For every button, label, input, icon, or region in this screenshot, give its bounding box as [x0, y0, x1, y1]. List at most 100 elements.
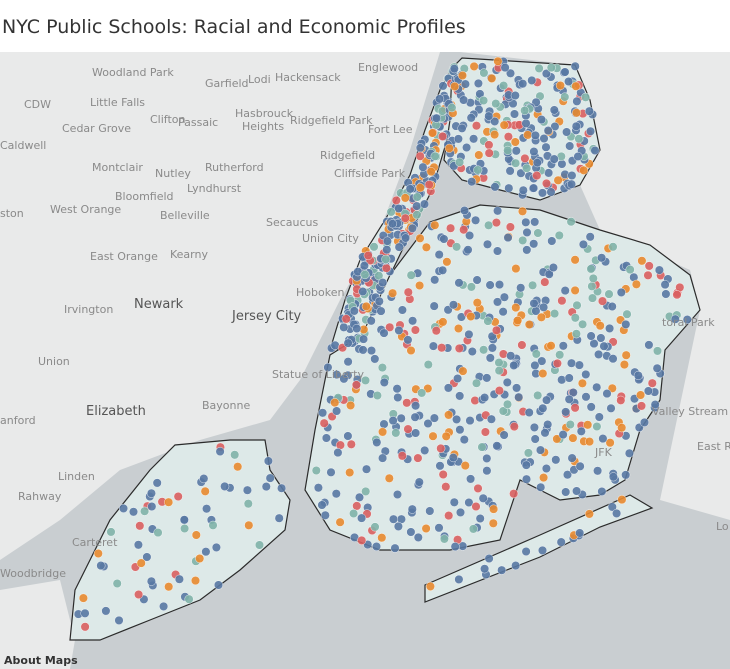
school-dot: [530, 130, 540, 140]
school-dot: [358, 287, 368, 297]
school-dots: [73, 56, 692, 632]
school-dot: [319, 418, 329, 428]
school-dot: [553, 175, 563, 185]
school-dot: [570, 61, 580, 71]
school-dot: [215, 447, 225, 457]
school-dot: [521, 460, 531, 470]
school-dot: [541, 142, 551, 152]
school-dot: [174, 574, 184, 584]
school-dot: [608, 242, 618, 252]
school-dot: [179, 515, 189, 525]
school-dot: [583, 420, 593, 430]
school-dot: [520, 153, 530, 163]
school-dot: [391, 195, 401, 205]
school-dot: [351, 380, 361, 390]
school-dot: [547, 236, 557, 246]
school-dot: [487, 73, 497, 83]
school-dot: [191, 530, 201, 540]
school-dot: [93, 549, 103, 559]
school-dot: [453, 134, 463, 144]
school-dot: [598, 296, 608, 306]
school-dot: [579, 165, 589, 175]
school-dot: [180, 524, 190, 534]
school-dot: [406, 527, 416, 537]
school-dot: [220, 481, 230, 491]
school-dot: [265, 473, 275, 483]
school-dot: [561, 487, 571, 497]
place-label: Rutherford: [205, 161, 264, 174]
school-dot: [432, 113, 442, 123]
school-dot: [477, 442, 487, 452]
school-dot: [504, 183, 514, 193]
school-dot: [617, 495, 627, 505]
school-dot: [369, 242, 379, 252]
school-dot: [455, 391, 465, 401]
school-dot: [164, 497, 174, 507]
school-dot: [80, 608, 90, 618]
school-dot: [201, 547, 211, 557]
school-dot: [561, 407, 571, 417]
school-dot: [536, 482, 546, 492]
school-dot: [211, 542, 221, 552]
school-dot: [444, 143, 454, 153]
school-dot: [420, 445, 430, 455]
school-dot: [505, 222, 515, 232]
borough: [69, 439, 291, 641]
school-dot: [532, 158, 542, 168]
school-dot: [332, 370, 342, 380]
school-dot: [529, 239, 539, 249]
school-dot: [393, 393, 403, 403]
school-dot: [596, 333, 606, 343]
school-dot: [146, 576, 156, 586]
school-dot: [410, 412, 420, 422]
school-dot: [343, 357, 353, 367]
school-dot: [592, 422, 602, 432]
school-dot: [522, 227, 532, 237]
school-dot: [542, 178, 552, 188]
school-dot: [586, 264, 596, 274]
school-dot: [560, 286, 570, 296]
school-dot: [455, 425, 465, 435]
school-dot: [436, 443, 446, 453]
school-dot: [438, 265, 448, 275]
school-dot: [403, 424, 413, 434]
school-dot: [230, 450, 240, 460]
school-dot: [465, 416, 475, 426]
school-dot: [484, 554, 494, 564]
school-dot: [388, 219, 398, 229]
school-dot: [616, 287, 626, 297]
school-dot: [372, 542, 382, 552]
school-dot: [469, 61, 479, 71]
school-dot: [562, 127, 572, 137]
school-dot: [494, 386, 504, 396]
school-dot: [532, 171, 542, 181]
place-label: Newark: [134, 297, 184, 312]
school-dot: [616, 395, 626, 405]
school-dot: [502, 377, 512, 387]
school-dot: [326, 467, 336, 477]
attribution[interactable]: About Maps: [4, 654, 78, 667]
school-dot: [586, 402, 596, 412]
school-dot: [485, 280, 495, 290]
school-dot: [653, 346, 663, 356]
school-dot: [544, 168, 554, 178]
school-dot: [456, 507, 466, 517]
school-dot: [633, 371, 643, 381]
place-label: JFK: [594, 446, 613, 459]
school-dot: [644, 340, 654, 350]
school-dot: [200, 486, 210, 496]
school-dot: [487, 343, 497, 353]
school-dot: [376, 306, 386, 316]
place-label: Union: [38, 355, 70, 368]
school-dot: [529, 298, 539, 308]
school-dot: [339, 322, 349, 332]
school-dot: [538, 188, 548, 198]
school-dot: [474, 150, 484, 160]
school-dot: [378, 427, 388, 437]
school-dot: [494, 358, 504, 368]
school-dot: [435, 461, 445, 471]
school-dot: [581, 92, 591, 102]
school-dot: [636, 390, 646, 400]
place-label: Clifton: [150, 113, 186, 126]
place-label: Valley Stream: [652, 405, 728, 418]
